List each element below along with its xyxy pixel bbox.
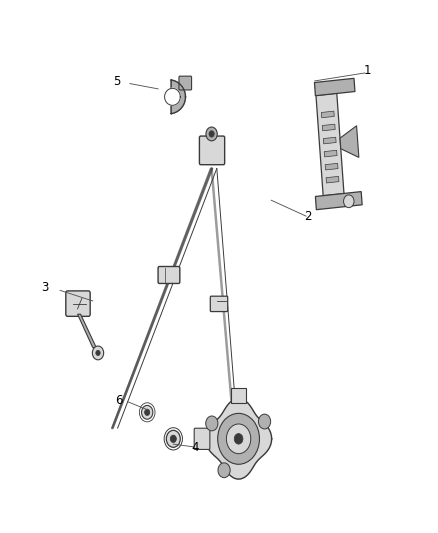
Polygon shape (324, 150, 337, 157)
Circle shape (145, 409, 150, 416)
FancyBboxPatch shape (179, 76, 191, 90)
Circle shape (218, 414, 259, 464)
Circle shape (206, 127, 217, 141)
Circle shape (218, 463, 230, 478)
Circle shape (343, 195, 354, 208)
Text: 4: 4 (191, 441, 199, 454)
Polygon shape (315, 191, 362, 209)
Polygon shape (78, 314, 96, 348)
Polygon shape (316, 93, 344, 196)
Polygon shape (171, 80, 185, 114)
Polygon shape (323, 137, 336, 144)
Circle shape (209, 131, 214, 137)
Circle shape (170, 435, 177, 442)
Circle shape (96, 350, 100, 356)
Circle shape (258, 414, 271, 429)
Text: 1: 1 (363, 64, 371, 77)
Circle shape (206, 416, 218, 431)
Polygon shape (314, 78, 355, 96)
Circle shape (141, 406, 153, 419)
FancyBboxPatch shape (210, 296, 228, 312)
FancyBboxPatch shape (66, 291, 90, 317)
Polygon shape (321, 111, 334, 118)
Polygon shape (205, 399, 272, 479)
FancyBboxPatch shape (158, 266, 180, 284)
Polygon shape (322, 124, 335, 131)
Circle shape (226, 424, 251, 454)
Polygon shape (165, 88, 180, 106)
Polygon shape (325, 163, 338, 170)
Polygon shape (231, 389, 247, 403)
Polygon shape (340, 126, 359, 157)
FancyBboxPatch shape (199, 136, 225, 165)
Circle shape (92, 346, 104, 360)
Text: 6: 6 (115, 393, 123, 407)
Text: 2: 2 (304, 209, 312, 223)
FancyBboxPatch shape (194, 428, 210, 449)
Circle shape (234, 433, 243, 444)
Circle shape (166, 430, 180, 447)
Text: 3: 3 (41, 281, 49, 294)
Polygon shape (326, 176, 339, 183)
Text: 5: 5 (113, 76, 120, 88)
